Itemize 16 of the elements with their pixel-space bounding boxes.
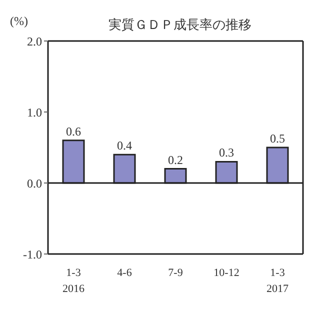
y-tick-label: 0.0 [27,176,42,190]
y-tick-label: 2.0 [27,34,42,48]
data-label: 0.3 [219,146,234,160]
y-axis-title: (%) [10,14,28,29]
x-tick-label: 7-9 [168,267,184,279]
data-label: 0.6 [66,124,81,138]
x-tick-label: 10-12 [214,267,240,279]
data-label: 0.5 [270,132,285,146]
x-tick-label: 1-3 2016 [62,267,85,295]
x-tick-label: 1-3 2017 [266,267,289,295]
data-label: 0.2 [168,152,183,167]
y-tick-label: 1.0 [27,105,42,120]
x-tick-label: 4-6 [117,267,132,279]
data-label: 0.4 [117,138,132,153]
y-tick-label: -1.0 [23,247,42,262]
chart-title: 実質ＧＤＰ成長率の推移 [108,16,252,34]
